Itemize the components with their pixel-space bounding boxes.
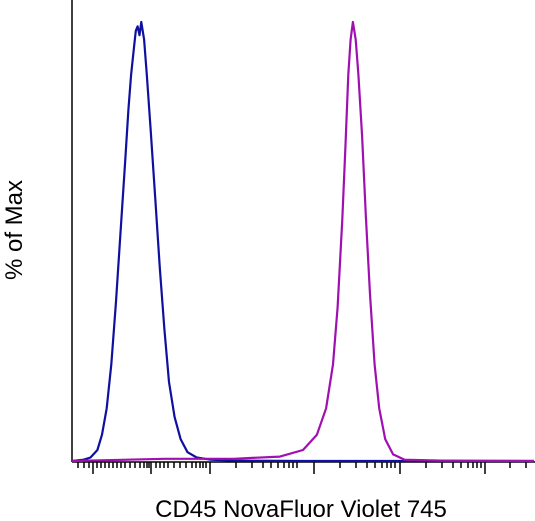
series-line-2 <box>71 20 535 463</box>
x-axis-ticks <box>77 462 527 474</box>
series-group <box>71 20 535 463</box>
plot-frame <box>71 0 535 463</box>
x-axis-label: CD45 NovaFluor Violet 745 <box>155 496 447 521</box>
series-line-1 <box>71 20 534 463</box>
y-axis-label: % of Max <box>1 180 28 280</box>
